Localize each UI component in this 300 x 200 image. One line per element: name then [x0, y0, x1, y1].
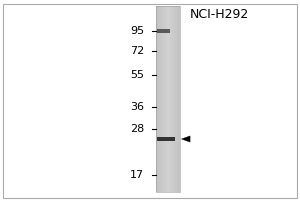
Bar	[158, 6, 160, 192]
Text: 95: 95	[130, 26, 144, 36]
Bar	[166, 6, 167, 192]
Bar	[169, 6, 170, 192]
Bar	[157, 6, 158, 192]
Bar	[157, 137, 175, 141]
Bar	[156, 6, 157, 192]
Bar	[162, 6, 163, 192]
Bar	[174, 6, 175, 192]
Bar	[174, 6, 175, 192]
Bar	[171, 6, 172, 192]
Bar	[165, 6, 166, 192]
Bar	[175, 6, 176, 192]
Bar	[178, 6, 179, 192]
Text: NCI-H292: NCI-H292	[189, 8, 249, 21]
Bar	[178, 6, 179, 192]
Bar	[158, 6, 159, 192]
Text: 17: 17	[130, 170, 144, 180]
Bar	[167, 6, 168, 192]
Bar	[168, 6, 169, 192]
Bar	[177, 6, 178, 192]
Bar	[163, 6, 164, 192]
Bar	[156, 6, 180, 192]
Bar	[172, 6, 173, 192]
Bar	[159, 6, 160, 192]
Bar	[157, 29, 170, 33]
Text: 28: 28	[130, 124, 144, 134]
Bar	[162, 6, 164, 192]
Bar	[176, 6, 177, 192]
Bar	[173, 6, 174, 192]
Bar	[179, 6, 180, 192]
Text: 55: 55	[130, 70, 144, 80]
Polygon shape	[182, 136, 190, 142]
Text: 36: 36	[130, 102, 144, 112]
Bar	[164, 6, 165, 192]
Bar	[161, 6, 162, 192]
Bar	[170, 6, 172, 192]
Bar	[160, 6, 161, 192]
Bar	[169, 6, 171, 192]
Text: 72: 72	[130, 46, 144, 56]
